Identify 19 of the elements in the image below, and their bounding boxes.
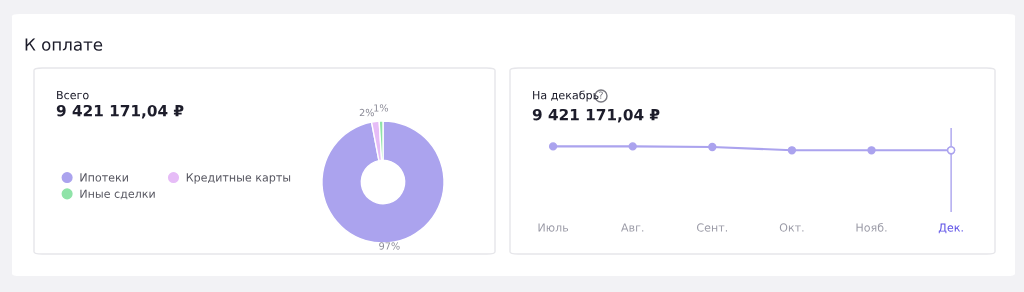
chart-title: На декабрь	[533, 90, 599, 102]
donut-slice	[321, 120, 445, 244]
x-tick-label: Июль	[538, 223, 569, 232]
data-label: 1%	[374, 104, 389, 112]
data-label: 2%	[359, 108, 374, 117]
x-tick-label: Окт.	[779, 223, 804, 232]
data-label: 97%	[379, 242, 400, 250]
chart-subtitle: 9 421 171,04 ₽	[532, 108, 660, 123]
x-tick-label: Дек.	[938, 223, 963, 234]
text: ?	[599, 91, 603, 99]
text: К оплате	[25, 38, 103, 51]
chart-subtitle: 9 421 171,04 ₽	[56, 104, 184, 119]
x-tick-label: Нояб.	[856, 222, 887, 232]
legend-label: Иные сделки	[80, 189, 155, 200]
legend-label: Ипотеки	[80, 173, 128, 182]
x-tick-label: Авг.	[621, 223, 644, 232]
chart-title: Всего	[57, 90, 89, 100]
x-tick-label: Сент.	[697, 223, 728, 232]
legend-label: Кредитные карты	[186, 173, 291, 184]
